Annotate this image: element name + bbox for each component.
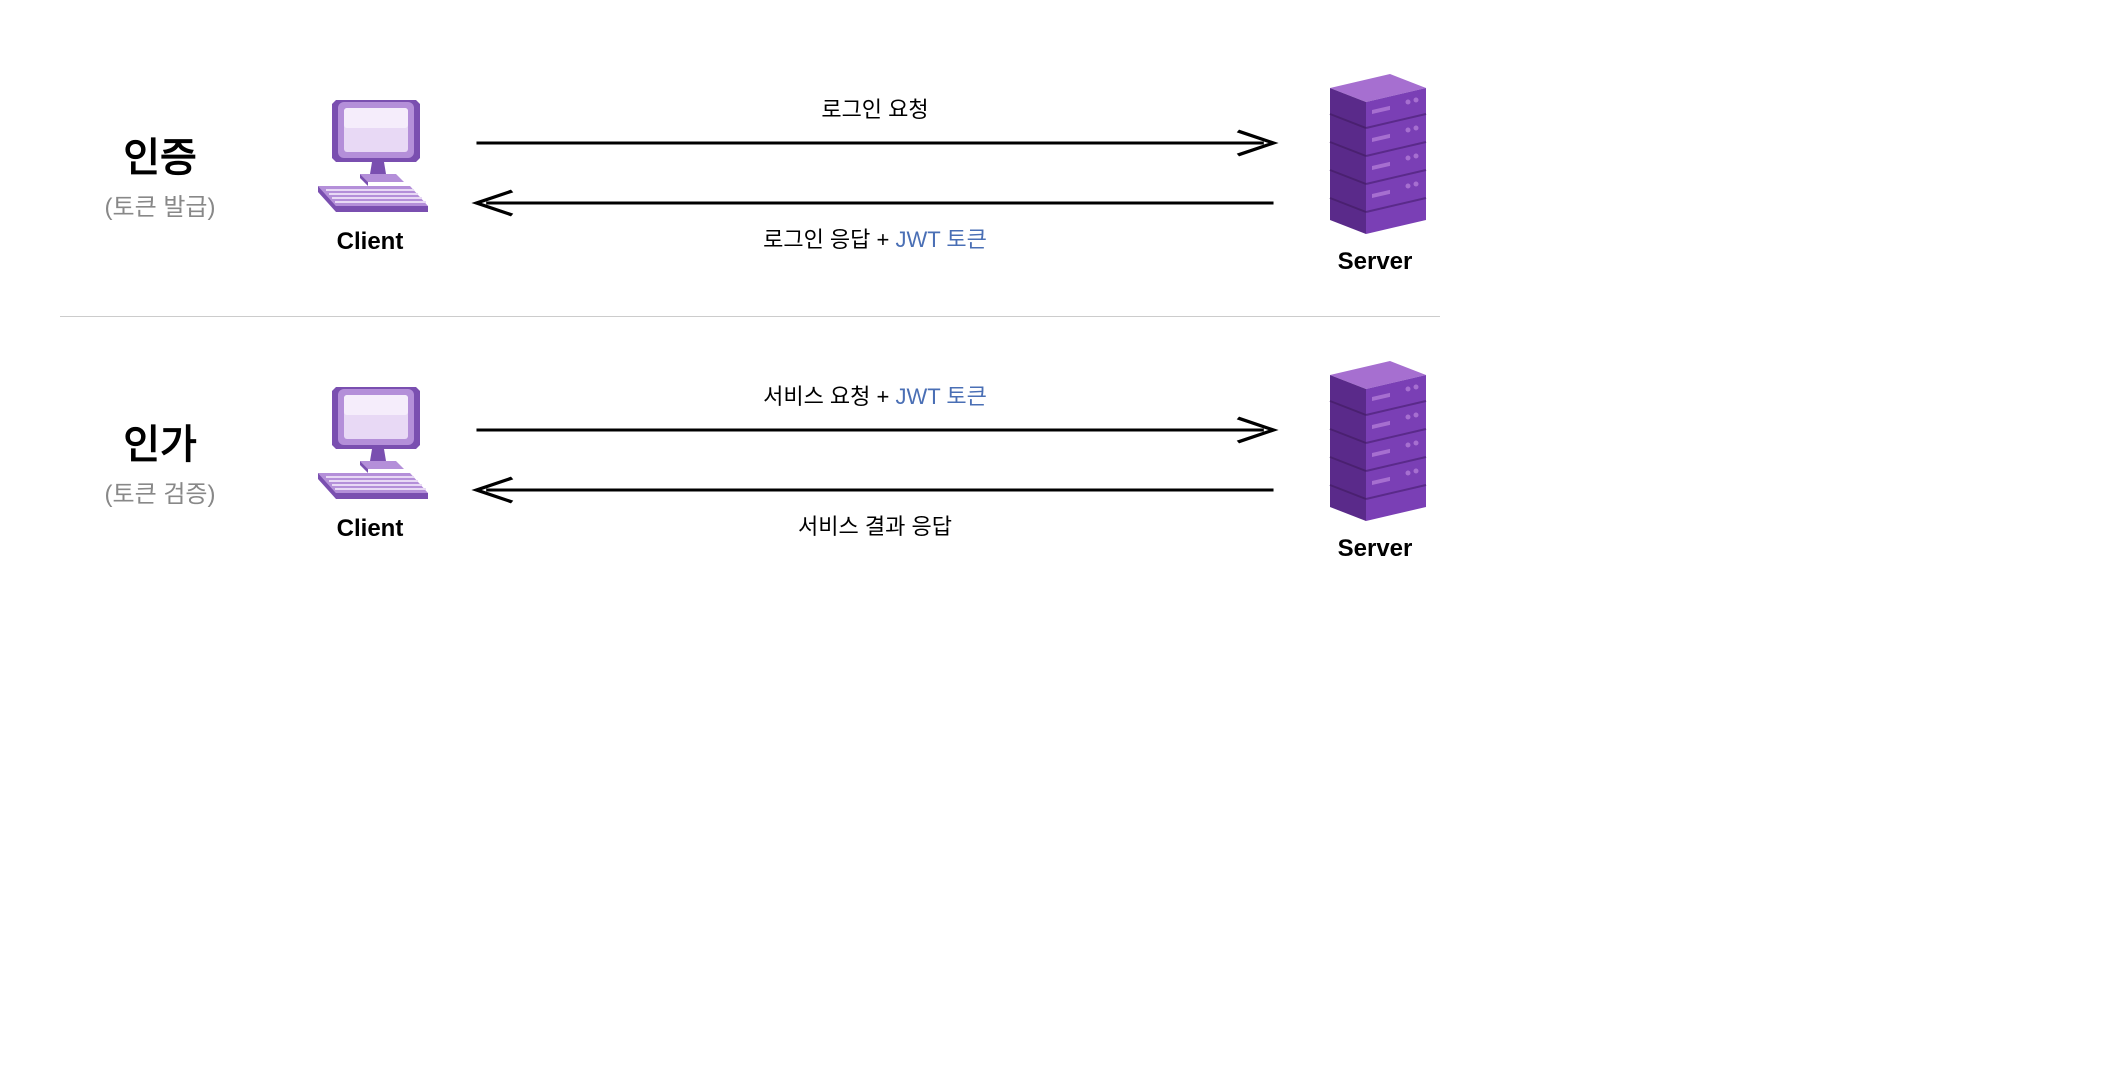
server-node: Server [1310,70,1440,276]
arrow-label: 서비스 요청 + JWT 토큰 [763,379,987,411]
server-icon [1310,70,1440,240]
arrows-container: 서비스 요청 + JWT 토큰 서비스 결과 응답 [460,379,1290,541]
arrow-label-part: JWT 토큰 [895,227,986,252]
section-subtitle: (토큰 검증) [60,474,260,509]
client-node: Client [300,377,440,543]
section-label: 인증 (토큰 발급) [60,125,260,222]
arrow-right-icon [470,415,1280,445]
arrow-right-icon [470,128,1280,158]
arrow-label-part: JWT 토큰 [895,384,986,409]
flow-area: Client 로그인 요청 로그인 응답 + JWT 토큰 [300,70,1440,276]
arrow-left-icon [470,475,1280,505]
client-label: Client [337,228,404,256]
arrow-group: 로그인 응답 + JWT 토큰 [470,188,1280,254]
server-icon [1310,357,1440,527]
server-label: Server [1338,535,1413,563]
arrow-label-part: 서비스 결과 응답 [798,514,952,539]
section-label: 인가 (토큰 검증) [60,412,260,509]
arrow-group: 서비스 요청 + JWT 토큰 [470,379,1280,445]
arrow-group: 로그인 요청 [470,92,1280,158]
client-label: Client [337,515,404,543]
client-node: Client [300,90,440,256]
arrow-label-part: 서비스 요청 + [763,384,895,409]
arrow-label: 로그인 요청 [821,92,928,124]
server-label: Server [1338,248,1413,276]
arrow-label-part: 로그인 응답 + [763,227,895,252]
client-icon [300,377,440,507]
server-node: Server [1310,357,1440,563]
arrow-group: 서비스 결과 응답 [470,475,1280,541]
arrows-container: 로그인 요청 로그인 응답 + JWT 토큰 [460,92,1290,254]
section-title: 인증 [60,125,260,183]
section-title: 인가 [60,412,260,470]
arrow-label: 로그인 응답 + JWT 토큰 [763,222,987,254]
flow-area: Client 서비스 요청 + JWT 토큰 서비스 결과 응답 [300,357,1440,563]
section-authz: 인가 (토큰 검증) [20,327,1480,593]
diagram-root: 인증 (토큰 발급) [20,40,1480,593]
section-divider [60,316,1440,317]
arrow-left-icon [470,188,1280,218]
arrow-label-part: 로그인 요청 [821,97,928,122]
arrow-label: 서비스 결과 응답 [798,509,952,541]
section-auth: 인증 (토큰 발급) [20,40,1480,306]
section-subtitle: (토큰 발급) [60,187,260,222]
client-icon [300,90,440,220]
